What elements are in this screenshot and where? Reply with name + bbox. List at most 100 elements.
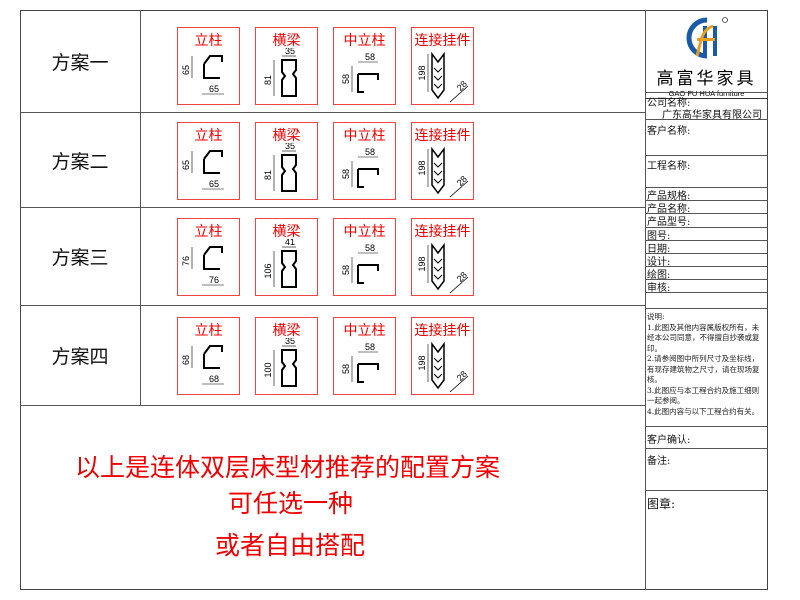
dimension-length: 28 — [455, 174, 469, 188]
spec-field: 产品规格: — [647, 191, 691, 202]
profile-drawing-icon: 58 58 — [341, 342, 379, 383]
project-name-field: 工程名称: — [647, 161, 691, 172]
profile-name: 连接挂件 — [414, 33, 471, 49]
profile-name: 连接挂件 — [414, 128, 471, 144]
dimension-height: 198 — [417, 355, 427, 370]
profile-drawing-icon: 35 81 — [263, 48, 297, 97]
profile-card: 立柱 65 65 — [177, 122, 240, 200]
review-field: 审核: — [647, 283, 671, 294]
product-name-field: 产品名称: — [647, 204, 691, 215]
dimension-height: 58 — [341, 169, 351, 179]
note-item: 4.此图内容与以下工程合约有关。 — [647, 406, 760, 416]
profile-drawing-icon: 68 68 — [181, 345, 224, 385]
dimension-height: 76 — [181, 256, 191, 266]
dimension-height: 81 — [263, 75, 273, 85]
profile-name: 连接挂件 — [414, 224, 471, 240]
profile-card: 中立柱 58 58 — [333, 218, 396, 296]
dimension-height: 81 — [263, 170, 273, 180]
profile-drawing-icon: 58 58 — [341, 147, 379, 188]
dimension-width: 76 — [209, 275, 219, 285]
message-line-3: 或者自由搭配 — [215, 531, 366, 560]
dimension-length: 28 — [455, 270, 469, 284]
dimension-length: 28 — [455, 369, 469, 383]
notes-title: 说明: — [647, 312, 665, 321]
dimension-height: 65 — [181, 65, 191, 75]
profile-card: 中立柱 58 58 — [333, 122, 396, 200]
dimension-height: 65 — [181, 160, 191, 170]
profile-name: 横梁 — [272, 323, 301, 339]
dimension-width: 35 — [285, 338, 295, 346]
profile-name: 中立柱 — [343, 224, 386, 240]
dimension-height: 106 — [263, 263, 273, 278]
dimension-length: 28 — [455, 79, 469, 93]
profile-drawing-icon: 35 100 — [263, 338, 297, 387]
note-item: 1.此图及其他内容属版权所有，未经本公司同意，不得擅自抄袭或复印。 — [647, 322, 760, 353]
profile-drawing-icon: 76 76 — [181, 246, 224, 286]
drawing-frame — [20, 10, 768, 590]
company-value: 广东高华家具有限公司 — [662, 110, 762, 121]
dimension-width: 65 — [209, 179, 219, 189]
drawing-no-field: 图号: — [647, 231, 671, 242]
message-line-2: 可任选一种 — [228, 489, 354, 518]
dimension-width: 58 — [365, 52, 375, 62]
divider — [645, 10, 646, 590]
profile-card: 立柱 65 65 — [177, 27, 240, 105]
profile-drawing-icon: 198 28 — [417, 341, 469, 393]
stamp-field: 图章: — [647, 497, 676, 511]
profile-card: 中立柱 58 58 — [333, 317, 396, 395]
note-item: 2.请参阅图中所列尺寸及坐标线，有现存建筑物之尺寸，请在现场复核。 — [647, 354, 760, 384]
dimension-height: 198 — [417, 160, 427, 175]
profile-drawing-icon: 35 81 — [263, 143, 297, 192]
dimension-width: 35 — [285, 48, 295, 56]
profile-card: 连接挂件 198 28 — [411, 122, 474, 200]
profile-drawing-icon: 198 28 — [417, 51, 469, 103]
profile-card: 中立柱 58 58 — [333, 27, 396, 105]
dimension-height: 68 — [181, 355, 191, 365]
draw-field: 绘图: — [647, 270, 671, 281]
profile-card: 立柱 68 68 — [177, 317, 240, 395]
dimension-width: 65 — [209, 84, 219, 94]
scheme-label: 方案一 — [51, 52, 109, 74]
profile-name: 连接挂件 — [414, 323, 471, 339]
dimension-width: 58 — [365, 243, 375, 253]
logo-text-en: GAO FU HUA furniture — [645, 89, 768, 99]
logo-text-cn: 高富华家具 — [656, 69, 757, 89]
dimension-height: 58 — [341, 74, 351, 84]
profile-name: 横梁 — [272, 33, 301, 49]
scheme-label: 方案三 — [51, 247, 109, 269]
profile-name: 横梁 — [272, 128, 301, 144]
profile-name: 立柱 — [194, 224, 223, 240]
profile-drawing-icon: 198 28 — [417, 242, 469, 294]
company-logo: 高富华家具 GAO FU HUA furniture — [645, 12, 768, 99]
dimension-height: 198 — [417, 256, 427, 271]
dimension-width: 41 — [285, 239, 295, 247]
divider — [20, 112, 645, 113]
dimension-height: 198 — [417, 65, 427, 80]
logo-mark-icon — [686, 17, 728, 59]
divider — [20, 305, 645, 306]
profile-drawing-icon: 65 65 — [181, 55, 224, 95]
customer-confirm-field: 客户确认: — [647, 435, 691, 446]
profile-drawing-icon: 58 58 — [341, 52, 379, 93]
design-field: 设计: — [647, 257, 671, 268]
dimension-width: 58 — [365, 147, 375, 157]
profile-card: 连接挂件 198 28 — [411, 27, 474, 105]
divider — [20, 405, 645, 406]
profile-name: 中立柱 — [343, 33, 386, 49]
remark-field: 备注: — [647, 456, 671, 467]
profile-drawing-icon: 41 106 — [263, 239, 297, 288]
model-field: 产品型号: — [647, 217, 691, 228]
note-item: 3.此图应与本工程合约及施工细则一起参阅。 — [647, 385, 760, 406]
divider — [20, 207, 645, 208]
dimension-width: 58 — [365, 342, 375, 352]
dimension-height: 58 — [341, 364, 351, 374]
profile-card: 连接挂件 198 28 — [411, 218, 474, 296]
profile-drawing-icon: 198 28 — [417, 146, 469, 198]
message-line-1: 以上是连体双层床型材推荐的配置方案 — [75, 453, 501, 482]
dimension-height: 58 — [341, 265, 351, 275]
profile-card: 横梁 35 81 — [255, 122, 318, 200]
profile-name: 立柱 — [194, 33, 223, 49]
profile-name: 横梁 — [272, 224, 301, 240]
dimension-height: 100 — [263, 362, 273, 377]
profile-drawing-icon: 65 65 — [181, 150, 224, 190]
